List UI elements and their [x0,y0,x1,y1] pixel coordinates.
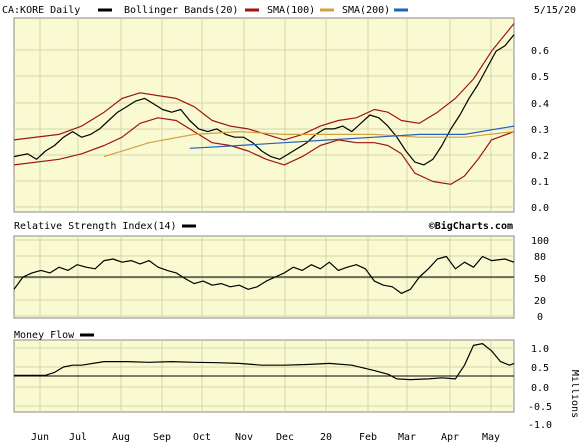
bollinger-bands-20-line [13,23,515,141]
x-tick-label: Aug [112,432,130,443]
chart-date: 5/15/20 [534,5,576,16]
y-tick-label: 0.1 [531,177,549,188]
axis-layer: 0.0 0.1 0.2 0.3 0.4 0.5 0.6 100 80 50 20 0 1.0 0.5 0.0… [31,46,552,443]
y-tick-label: 50 [534,274,546,285]
x-tick-label: Sep [153,432,171,443]
x-tick-label: Oct [193,432,211,443]
relative-strength-index-14-line [13,255,515,294]
y-tick-label: -1.0 [528,420,552,431]
sma100-legend-label: SMA(100) [267,5,315,16]
y-tick-label: 100 [531,236,549,247]
y-tick-label: 0.5 [531,363,549,374]
series-layer [13,23,515,381]
sma200-legend-label: SMA(200) [342,5,390,16]
y-tick-label: 1.0 [531,344,549,355]
ca-kore-daily-line [13,34,515,166]
y-tick-label: 0.3 [531,125,549,136]
bollinger-bands-20-lower-line [13,117,515,185]
x-tick-label: Nov [235,432,253,443]
y-tick-label: 0.2 [531,151,549,162]
mf-title: Money Flow [14,330,75,341]
y-tick-label: 80 [534,252,546,263]
y-tick-label: 0.0 [531,383,549,394]
x-tick-label: Dec [276,432,294,443]
sma-200-line [189,125,515,149]
x-tick-label: Jun [31,432,49,443]
sma-100-line [103,131,515,158]
money-flow-line [14,343,515,381]
x-tick-label: 20 [320,432,332,443]
y-tick-label: -0.5 [528,402,552,413]
y-tick-label: 0.6 [531,46,549,57]
y-tick-label: 0.5 [531,72,549,83]
y-tick-label: 20 [534,296,546,307]
bollinger-legend-label: Bollinger Bands(20) [124,5,238,16]
grid-layer [13,17,515,413]
watermark: ©BigCharts.com [429,220,513,232]
rsi-title: Relative Strength Index(14) [14,221,177,232]
symbol-label: CA:KORE Daily [2,5,80,16]
mf-unit-label: Millions [569,370,579,418]
x-tick-label: Apr [441,432,459,443]
x-tick-label: Mar [398,432,416,443]
y-tick-label: 0.0 [531,203,549,214]
y-tick-label: 0.4 [531,99,549,110]
x-tick-label: Feb [359,432,377,443]
x-tick-label: Jul [69,432,87,443]
x-tick-label: May [482,432,500,443]
y-tick-label: 0 [537,312,543,323]
